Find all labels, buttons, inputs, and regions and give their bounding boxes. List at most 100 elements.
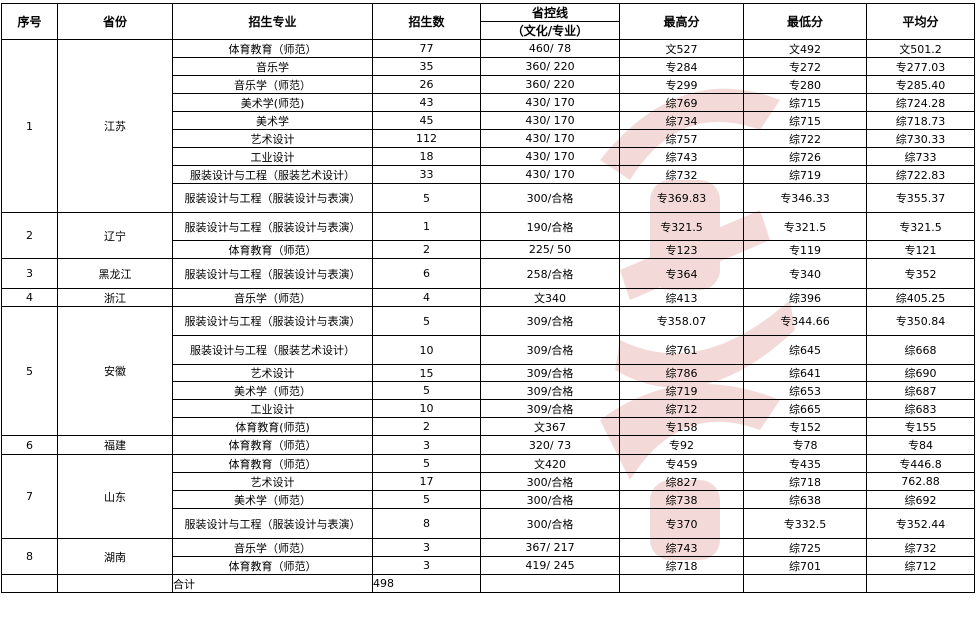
- cell-major: 美术学（师范）: [172, 490, 373, 509]
- cell-max-score: 专459: [619, 454, 744, 473]
- cell-control-line: 258/合格: [480, 258, 620, 289]
- header-major: 招生专业: [172, 3, 373, 40]
- cell-avg-score: 专352.44: [866, 508, 975, 539]
- cell-control-line: 419/ 245: [480, 556, 620, 575]
- cell-max-score: 综738: [619, 490, 744, 509]
- cell-enrollment: 26: [372, 75, 481, 94]
- cell-min-score: 综653: [743, 381, 867, 400]
- cell-enrollment: 43: [372, 93, 481, 112]
- cell-major: 音乐学（师范）: [172, 75, 373, 94]
- cell-control-line: 320/ 73: [480, 435, 620, 455]
- cell-enrollment: 5: [372, 183, 481, 213]
- total-label: 合计: [172, 574, 373, 593]
- cell-enrollment: 18: [372, 147, 481, 166]
- cell-province: 黑龙江: [57, 258, 173, 289]
- table-row: 艺术设计 15 309/合格 综786 综641 综690: [2, 364, 975, 382]
- cell-enrollment: 112: [372, 129, 481, 148]
- cell-avg-score: 综733: [866, 147, 975, 166]
- cell-min-score: 专346.33: [743, 183, 867, 213]
- cell-major: 美术学: [172, 111, 373, 130]
- cell-index: 8: [1, 538, 58, 575]
- cell-control-line: 300/合格: [480, 472, 620, 491]
- table-row: 音乐学（师范） 26 360/ 220 专299 专280 专285.40: [2, 75, 975, 94]
- cell-min-score: 专152: [743, 417, 867, 436]
- cell-min-score: 专340: [743, 258, 867, 289]
- cell-enrollment: 10: [372, 399, 481, 418]
- cell-min-score: 综719: [743, 165, 867, 184]
- cell-enrollment: 3: [372, 556, 481, 575]
- cell-major: 服装设计与工程（服装设计与表演）: [172, 258, 373, 289]
- cell-max-score: 专158: [619, 417, 744, 436]
- cell-control-line: 430/ 170: [480, 111, 620, 130]
- cell-enrollment: 45: [372, 111, 481, 130]
- cell-max-score: 综827: [619, 472, 744, 491]
- cell-avg-score: 762.88: [866, 472, 975, 491]
- cell-max-score: 综786: [619, 364, 744, 382]
- cell-max-score: 综761: [619, 335, 744, 365]
- cell-major: 音乐学（师范）: [172, 538, 373, 557]
- cell-avg-score: 综712: [866, 556, 975, 575]
- cell-min-score: 综725: [743, 538, 867, 557]
- cell-max-score: 综413: [619, 288, 744, 307]
- cell-enrollment: 2: [372, 417, 481, 436]
- cell-enrollment: 5: [372, 306, 481, 336]
- table-row: 美术学（师范） 5 300/合格 综738 综638 综692: [2, 490, 975, 509]
- cell-control-line: 430/ 170: [480, 93, 620, 112]
- cell-min-score: 专321.5: [743, 212, 867, 241]
- cell-min-score: 综396: [743, 288, 867, 307]
- cell-enrollment: 6: [372, 258, 481, 289]
- cell-max-score: 专370: [619, 508, 744, 539]
- cell-major: 工业设计: [172, 147, 373, 166]
- cell-enrollment: 35: [372, 57, 481, 76]
- cell-min-score: 专332.5: [743, 508, 867, 539]
- cell-province: 浙江: [57, 288, 173, 307]
- total-value: 498: [372, 574, 481, 593]
- total-empty: [866, 574, 975, 593]
- table-row: 服装设计与工程（服装设计与表演） 5 300/合格 专369.83 专346.33 专35…: [2, 183, 975, 213]
- cell-major: 服装设计与工程（服装艺术设计）: [172, 165, 373, 184]
- cell-max-score: 专369.83: [619, 183, 744, 213]
- cell-control-line: 309/合格: [480, 306, 620, 336]
- cell-avg-score: 文501.2: [866, 39, 975, 58]
- cell-enrollment: 2: [372, 240, 481, 259]
- cell-avg-score: 专121: [866, 240, 975, 259]
- cell-avg-score: 专350.84: [866, 306, 975, 336]
- cell-major: 艺术设计: [172, 472, 373, 491]
- cell-avg-score: 专321.5: [866, 212, 975, 241]
- cell-control-line: 300/合格: [480, 183, 620, 213]
- cell-min-score: 综718: [743, 472, 867, 491]
- cell-enrollment: 77: [372, 39, 481, 58]
- admission-score-table: 序号 省份 招生专业 招生数 省控线 最高分 最低分 平均分 （文化/专业） 1…: [1, 3, 975, 593]
- header-enrollment: 招生数: [372, 3, 481, 40]
- cell-enrollment: 17: [372, 472, 481, 491]
- cell-index: 7: [1, 454, 58, 539]
- cell-avg-score: 综718.73: [866, 111, 975, 130]
- cell-major: 体育教育(师范): [172, 417, 373, 436]
- cell-enrollment: 5: [372, 490, 481, 509]
- cell-major: 服装设计与工程（服装设计与表演）: [172, 183, 373, 213]
- cell-max-score: 综769: [619, 93, 744, 112]
- cell-major: 美术学(师范): [172, 93, 373, 112]
- table-row: 音乐学 35 360/ 220 专284 专272 专277.03: [2, 57, 975, 76]
- cell-control-line: 300/合格: [480, 508, 620, 539]
- header-control-line-sub: （文化/专业）: [480, 21, 620, 40]
- cell-major: 艺术设计: [172, 129, 373, 148]
- cell-control-line: 309/合格: [480, 381, 620, 400]
- cell-control-line: 文367: [480, 417, 620, 436]
- cell-index: 3: [1, 258, 58, 289]
- cell-province: 江苏: [57, 39, 173, 213]
- table-row: 体育教育（师范） 3 419/ 245 综718 综701 综712: [2, 556, 975, 575]
- cell-enrollment: 5: [372, 454, 481, 473]
- cell-max-score: 专321.5: [619, 212, 744, 241]
- cell-min-score: 综726: [743, 147, 867, 166]
- total-empty: [57, 574, 173, 593]
- cell-enrollment: 3: [372, 538, 481, 557]
- table-row: 4 浙江 音乐学（师范） 4 文340 综413 综396 综405.25: [1, 288, 975, 307]
- cell-min-score: 专78: [743, 435, 867, 455]
- table-row: 7 山东 体育教育（师范） 5 文420 专459 专435 专446.8: [1, 454, 975, 539]
- header-min: 最低分: [743, 3, 867, 40]
- table-row: 体育教育(师范) 2 文367 专158 专152 专155: [2, 417, 975, 436]
- cell-major: 体育教育（师范）: [172, 240, 373, 259]
- table-row: 美术学 45 430/ 170 综734 综715 综718.73: [2, 111, 975, 130]
- cell-avg-score: 专355.37: [866, 183, 975, 213]
